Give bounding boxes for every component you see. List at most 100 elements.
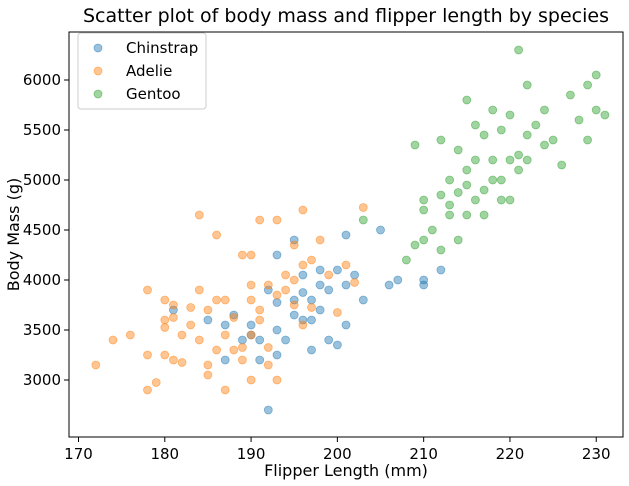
y-tick-label: 4500 [23, 221, 61, 239]
y-tick-label: 5000 [23, 171, 61, 189]
point-gentoo-51 [583, 135, 592, 145]
point-chinstrap-20 [298, 315, 308, 325]
point-adelie-7 [160, 315, 170, 325]
point-gentoo-46 [453, 188, 463, 197]
point-gentoo-16 [470, 195, 480, 205]
point-gentoo-9 [445, 175, 455, 185]
point-gentoo-28 [505, 110, 515, 120]
point-gentoo-43 [600, 110, 610, 120]
point-gentoo-39 [574, 115, 584, 125]
point-chinstrap-32 [332, 265, 342, 275]
point-adelie-57 [341, 260, 351, 270]
y-tick-label: 3000 [23, 371, 61, 389]
point-adelie-48 [289, 240, 299, 250]
point-gentoo-41 [591, 105, 601, 115]
point-gentoo-44 [410, 140, 420, 150]
point-adelie-32 [246, 280, 256, 290]
point-adelie-55 [324, 270, 334, 280]
point-adelie-38 [255, 315, 265, 325]
point-gentoo-32 [522, 155, 532, 165]
point-chinstrap-5 [237, 335, 247, 345]
point-chinstrap-27 [315, 280, 325, 290]
x-tick-label: 210 [409, 445, 438, 463]
legend-label-chinstrap: Chinstrap [126, 39, 198, 57]
point-chinstrap-22 [298, 270, 308, 280]
point-adelie-4 [143, 285, 152, 295]
point-chinstrap-31 [332, 340, 342, 350]
point-gentoo-45 [436, 135, 446, 145]
point-adelie-37 [255, 215, 265, 225]
point-gentoo-23 [488, 105, 498, 115]
point-gentoo-37 [548, 135, 558, 145]
point-chinstrap-18 [289, 295, 299, 305]
point-chinstrap-38 [376, 225, 385, 235]
point-adelie-13 [177, 330, 187, 340]
point-gentoo-14 [462, 165, 472, 175]
point-gentoo-15 [462, 180, 472, 190]
point-adelie-31 [246, 295, 256, 305]
point-adelie-18 [194, 335, 204, 345]
point-chinstrap-40 [393, 275, 403, 285]
point-chinstrap-2 [220, 355, 230, 365]
x-tick-label: 220 [496, 445, 525, 463]
point-adelie-11 [168, 355, 178, 365]
point-adelie-16 [194, 285, 204, 295]
point-gentoo-13 [462, 210, 472, 220]
point-adelie-63 [263, 360, 273, 370]
point-adelie-43 [272, 375, 282, 385]
point-gentoo-52 [445, 200, 455, 210]
point-adelie-47 [289, 275, 299, 285]
point-adelie-15 [186, 320, 196, 330]
point-adelie-22 [212, 230, 222, 240]
point-gentoo-48 [496, 195, 506, 205]
point-gentoo-11 [453, 235, 463, 245]
point-chinstrap-7 [246, 320, 256, 330]
point-adelie-35 [246, 375, 256, 385]
point-adelie-49 [298, 320, 308, 330]
point-gentoo-29 [514, 165, 523, 175]
point-chinstrap-15 [272, 250, 282, 260]
point-chinstrap-25 [307, 295, 316, 305]
point-gentoo-1 [401, 255, 411, 265]
point-gentoo-25 [496, 125, 506, 135]
point-adelie-36 [255, 305, 265, 315]
point-gentoo-2 [410, 240, 420, 250]
point-gentoo-49 [540, 105, 549, 115]
point-adelie-27 [229, 345, 239, 355]
point-chinstrap-24 [307, 315, 316, 325]
point-chinstrap-3 [220, 320, 230, 330]
x-axis-ticks: 170 180 190 200 210 220 230 [64, 437, 611, 463]
point-adelie-40 [263, 343, 273, 352]
point-gentoo-19 [479, 130, 489, 140]
point-gentoo-18 [479, 185, 489, 195]
point-gentoo-21 [488, 175, 498, 185]
y-tick-label: 5500 [23, 121, 61, 139]
point-gentoo-26 [505, 155, 515, 165]
x-tick-label: 180 [150, 445, 179, 463]
point-adelie-14 [177, 358, 187, 367]
point-chinstrap-4 [229, 310, 239, 320]
point-adelie-0 [91, 360, 101, 370]
x-tick-label: 200 [323, 445, 352, 463]
point-chinstrap-39 [384, 280, 394, 290]
point-chinstrap-8 [255, 355, 265, 365]
point-gentoo-4 [419, 205, 429, 215]
point-gentoo-33 [522, 80, 532, 90]
point-adelie-17 [194, 210, 204, 220]
point-adelie-50 [298, 205, 308, 215]
point-gentoo-36 [540, 140, 549, 150]
point-adelie-26 [220, 385, 230, 395]
point-gentoo-3 [419, 235, 429, 245]
point-chinstrap-33 [341, 320, 351, 330]
point-adelie-42 [272, 215, 282, 225]
point-adelie-45 [281, 270, 291, 280]
point-adelie-46 [289, 300, 299, 310]
legend-marker-gentoo [93, 89, 103, 99]
point-gentoo-31 [514, 150, 523, 160]
point-adelie-33 [246, 250, 256, 260]
x-tick-label: 230 [582, 445, 611, 463]
point-chinstrap-17 [289, 310, 299, 320]
point-gentoo-47 [470, 120, 480, 130]
point-adelie-44 [281, 285, 291, 295]
